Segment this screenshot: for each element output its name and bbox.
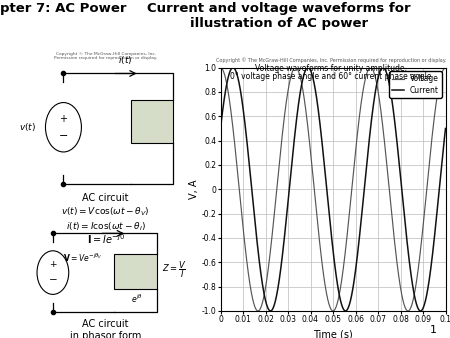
Bar [131, 100, 173, 143]
Current [436, 188, 442, 192]
Text: −: − [49, 275, 57, 285]
Voltage [395, 267, 400, 271]
Text: AC circuit: AC circuit [82, 193, 129, 203]
Voltage [436, 83, 442, 87]
Text: $i(t)$: $i(t)$ [117, 54, 132, 66]
Text: $Z = \dfrac{V}{I}$: $Z = \dfrac{V}{I}$ [162, 259, 186, 280]
Voltage [443, 66, 448, 70]
Text: $i(t) = I\cos(\omega t - \theta_I)$: $i(t) = I\cos(\omega t - \theta_I)$ [66, 220, 146, 233]
Circle shape [45, 102, 81, 152]
Text: $v(t)$: $v(t)$ [19, 121, 36, 133]
Current [436, 189, 442, 193]
Voltage [327, 305, 333, 309]
Text: 0° voltage phase angle and 60° current phase angle: 0° voltage phase angle and 60° current p… [230, 72, 432, 81]
Text: Chapter 7: AC Power: Chapter 7: AC Power [0, 2, 127, 15]
Text: +: + [59, 114, 68, 123]
Current [443, 126, 448, 130]
Text: $\mathbf{I} = Ie^{-j0}$: $\mathbf{I} = Ie^{-j0}$ [86, 232, 125, 246]
Text: Current and voltage waveforms for
illustration of AC power: Current and voltage waveforms for illust… [147, 2, 411, 30]
Text: Voltage waveforms for unity amplitude,: Voltage waveforms for unity amplitude, [255, 64, 407, 73]
Legend: Voltage, Current: Voltage, Current [389, 71, 442, 98]
Text: $e^{j\theta}$: $e^{j\theta}$ [130, 293, 142, 305]
Current [418, 309, 423, 313]
Voltage [218, 66, 223, 70]
Voltage [436, 83, 441, 88]
Circle shape [37, 251, 69, 294]
Text: Copyright © The McGraw-Hill Companies, Inc.
Permission required for reproduction: Copyright © The McGraw-Hill Companies, I… [54, 52, 158, 60]
Bar [114, 254, 157, 289]
Text: $\mathbf{V} = Ve^{-j\theta_V}$: $\mathbf{V} = Ve^{-j\theta_V}$ [63, 252, 103, 264]
Current [327, 220, 333, 224]
X-axis label: Time (s): Time (s) [313, 330, 353, 338]
Voltage [321, 276, 327, 280]
Text: −: − [59, 131, 68, 141]
Line: Voltage: Voltage [220, 68, 446, 311]
Line: Current: Current [220, 68, 446, 311]
Current [218, 126, 223, 130]
Voltage [230, 118, 235, 122]
Y-axis label: V, A: V, A [189, 179, 199, 199]
Text: 1: 1 [429, 324, 436, 335]
Text: +: + [49, 260, 57, 269]
Current [230, 66, 236, 70]
Current [321, 160, 327, 164]
Voltage [255, 309, 261, 313]
Text: $v(t) = V\cos(\omega t - \theta_V)$: $v(t) = V\cos(\omega t - \theta_V)$ [61, 206, 150, 218]
Text: AC circuit
in phasor form: AC circuit in phasor form [70, 319, 141, 338]
Text: Copyright © The McGraw-Hill Companies, Inc. Permission required for reproduction: Copyright © The McGraw-Hill Companies, I… [216, 57, 446, 63]
Current [395, 147, 400, 151]
Current [230, 66, 235, 70]
